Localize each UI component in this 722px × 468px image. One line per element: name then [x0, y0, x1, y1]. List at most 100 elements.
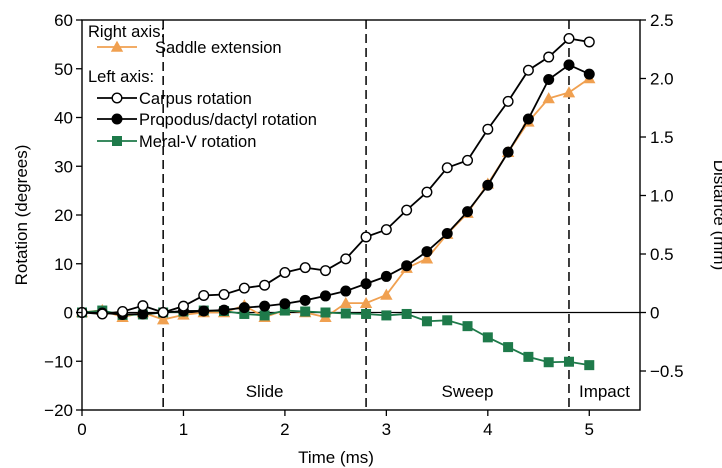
point-carpus-rotation: [380, 224, 392, 236]
point-meral-v-rotation: [300, 306, 311, 317]
point-carpus-rotation: [137, 300, 149, 312]
legend: Right axis: Left axis: Saddle extension C…: [88, 23, 317, 151]
y-right-tick-label: 0.5: [650, 245, 674, 264]
legend-label-propodus-dactyl-rotation: Propodus/dactyl rotation: [139, 111, 317, 129]
point-propodus-dactyl-rotation: [380, 270, 392, 282]
point-propodus-dactyl-rotation: [259, 300, 271, 312]
x-tick-label: 1: [179, 420, 188, 439]
x-tick-label: 4: [483, 420, 492, 439]
y-right-tick-label: 1.5: [650, 128, 674, 147]
plot-frame-rect: [81, 19, 641, 411]
point-carpus-rotation: [177, 300, 189, 312]
x-tick-label: 3: [382, 420, 391, 439]
point-propodus-dactyl-rotation: [198, 305, 210, 317]
y-left-axis-title: Rotation (degrees): [12, 145, 31, 286]
point-carpus-rotation: [157, 307, 169, 319]
point-carpus-rotation: [96, 308, 108, 320]
y-right-tick-label: −0.5: [650, 362, 684, 381]
legend-heading-right-axis: Right axis:: [88, 23, 165, 41]
point-saddle-extension: [380, 288, 393, 300]
x-tick-label: 5: [585, 420, 594, 439]
point-carpus-rotation: [299, 262, 311, 274]
point-carpus-rotation: [441, 162, 453, 174]
point-propodus-dactyl-rotation: [502, 146, 514, 158]
legend-entry-meral-v-rotation: Meral-V rotation: [97, 133, 256, 151]
point-carpus-rotation: [218, 288, 230, 300]
point-saddle-extension: [542, 92, 555, 104]
point-carpus-rotation: [522, 64, 534, 76]
y-left-tick-label: 0: [64, 304, 73, 323]
legend-marker-meral-v-rotation: [112, 136, 122, 146]
series-line-carpus-rotation: [81, 37, 590, 315]
point-saddle-extension: [420, 252, 434, 264]
point-carpus-rotation: [421, 186, 433, 198]
point-meral-v-rotation: [259, 310, 270, 321]
legend-heading-left-axis: Left axis:: [88, 68, 154, 86]
phase-label-impact: Impact: [579, 382, 630, 401]
y-left-tick-label: 30: [54, 157, 73, 176]
point-meral-v-rotation: [563, 356, 574, 367]
x-axis-title: Time (ms): [298, 448, 374, 467]
point-carpus-rotation: [198, 289, 210, 301]
point-carpus-rotation: [583, 36, 595, 48]
point-propodus-dactyl-rotation: [482, 179, 494, 191]
point-meral-v-rotation: [543, 357, 554, 368]
legend-label-carpus-rotation: Carpus rotation: [139, 90, 252, 108]
plot-frame: [81, 19, 641, 411]
legend-entry-propodus-dactyl-rotation: Propodus/dactyl rotation: [97, 111, 317, 129]
legend-entry-carpus-rotation: Carpus rotation: [97, 90, 252, 108]
point-propodus-dactyl-rotation: [279, 298, 291, 310]
legend-label-saddle-extension: Saddle extension: [155, 39, 282, 57]
point-meral-v-rotation: [320, 307, 331, 318]
series-carpus-rotation: [76, 33, 595, 320]
legend-marker-saddle-extension: [110, 40, 124, 52]
point-propodus-dactyl-rotation: [218, 304, 230, 316]
point-carpus-rotation: [279, 267, 291, 279]
point-meral-v-rotation: [361, 308, 372, 319]
point-meral-v-rotation: [442, 315, 453, 326]
point-meral-v-rotation: [462, 321, 473, 332]
point-propodus-dactyl-rotation: [543, 73, 555, 85]
point-propodus-dactyl-rotation: [238, 302, 250, 314]
point-carpus-rotation: [462, 154, 474, 166]
y-left-tick-label: 10: [54, 255, 73, 274]
point-carpus-rotation: [340, 253, 352, 265]
point-carpus-rotation: [543, 51, 555, 63]
series-meral-v-rotation: [77, 305, 595, 371]
legend-marker-carpus-rotation: [111, 92, 123, 104]
y-right-tick-label: 0: [650, 304, 659, 323]
point-carpus-rotation: [259, 279, 271, 291]
phase-label-slide: Slide: [246, 382, 284, 401]
y-left-tick-label: 20: [54, 206, 73, 225]
point-meral-v-rotation: [401, 308, 412, 319]
point-propodus-dactyl-rotation: [583, 68, 595, 80]
point-meral-v-rotation: [340, 308, 351, 319]
point-saddle-extension: [359, 296, 373, 308]
point-meral-v-rotation: [503, 342, 514, 353]
y-left-tick-label: −10: [44, 352, 73, 371]
point-propodus-dactyl-rotation: [441, 228, 453, 240]
point-meral-v-rotation: [523, 351, 534, 362]
tick-layer: 0 1 2 3 4 5 60 50 40 30 20 10 0 −10 −20 2.5 2.0 1.5 1.0 0.5…: [44, 11, 683, 439]
phase-label-sweep: Sweep: [442, 382, 494, 401]
y-left-tick-label: 40: [54, 109, 73, 128]
point-meral-v-rotation: [381, 310, 392, 321]
point-propodus-dactyl-rotation: [360, 278, 372, 290]
x-tick-label: 0: [77, 420, 86, 439]
point-propodus-dactyl-rotation: [462, 206, 474, 218]
y-left-tick-label: −20: [44, 401, 73, 420]
point-carpus-rotation: [563, 33, 575, 45]
point-saddle-extension: [339, 296, 352, 308]
point-carpus-rotation: [482, 123, 494, 135]
point-meral-v-rotation: [584, 360, 595, 371]
point-meral-v-rotation: [421, 316, 432, 327]
point-saddle-extension: [562, 86, 576, 98]
point-propodus-dactyl-rotation: [401, 260, 413, 272]
y-left-tick-label: 50: [54, 60, 73, 79]
legend-marker-propodus-dactyl-rotation: [111, 113, 123, 125]
point-propodus-dactyl-rotation: [563, 59, 575, 71]
series-layer: [75, 33, 596, 371]
point-propodus-dactyl-rotation: [340, 285, 352, 297]
y-right-tick-label: 1.0: [650, 187, 674, 206]
